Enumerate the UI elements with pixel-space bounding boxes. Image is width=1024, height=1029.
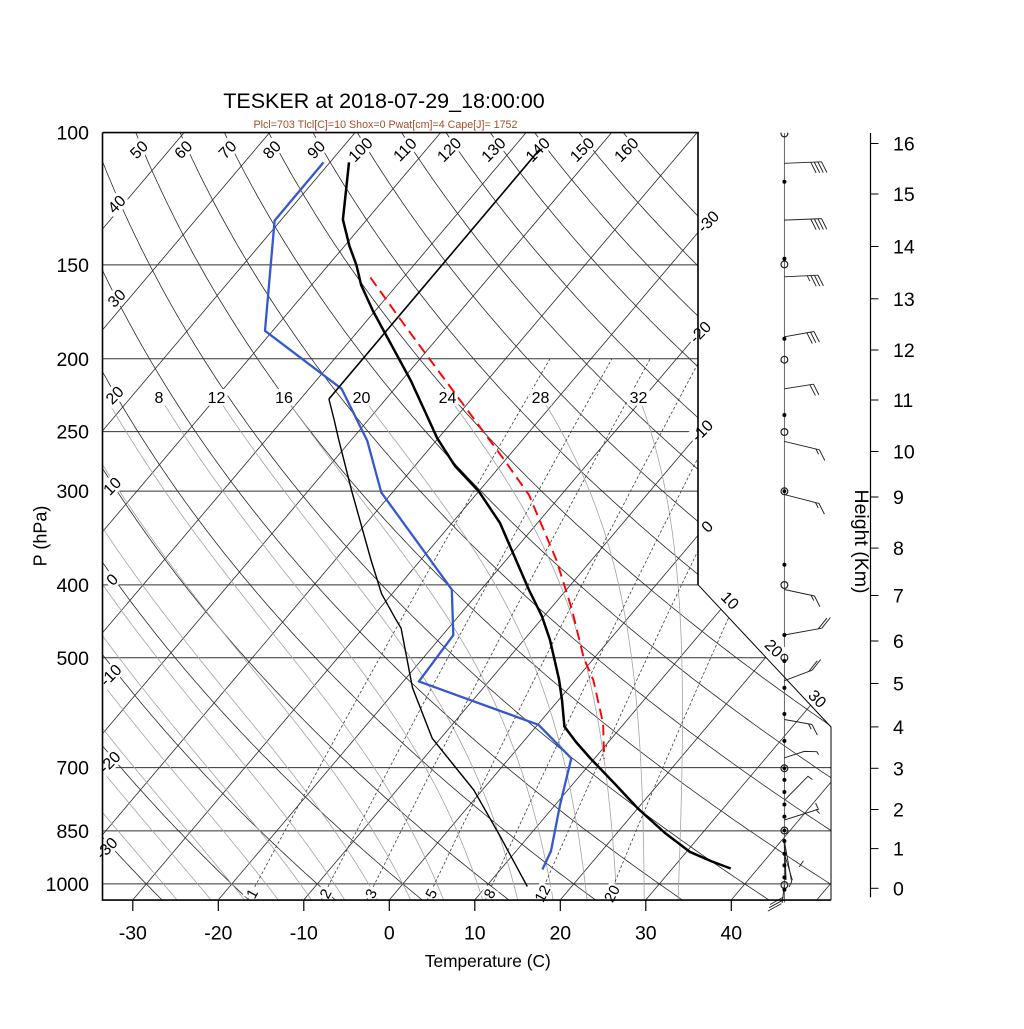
svg-text:32: 32 [630, 390, 648, 407]
svg-text:7: 7 [893, 586, 904, 608]
svg-text:-10: -10 [290, 923, 318, 945]
svg-text:500: 500 [56, 648, 89, 670]
svg-text:0: 0 [384, 923, 395, 945]
svg-text:4: 4 [893, 717, 904, 739]
svg-text:400: 400 [56, 575, 89, 597]
svg-text:150: 150 [56, 255, 89, 277]
svg-text:850: 850 [56, 821, 89, 843]
svg-text:8: 8 [155, 390, 164, 407]
svg-text:0: 0 [893, 878, 904, 900]
svg-text:16: 16 [275, 390, 293, 407]
svg-text:40: 40 [720, 923, 742, 945]
svg-text:11: 11 [893, 390, 913, 412]
svg-text:16: 16 [893, 134, 915, 156]
svg-text:10: 10 [893, 442, 915, 464]
svg-text:TESKER at 2018-07-29_18:00:00: TESKER at 2018-07-29_18:00:00 [223, 89, 545, 113]
svg-text:Plcl=703 Tlcl[C]=10 Shox=0 Pwa: Plcl=703 Tlcl[C]=10 Shox=0 Pwat[cm]=4 Ca… [254, 119, 518, 131]
svg-text:-30: -30 [119, 923, 147, 945]
svg-text:20: 20 [353, 390, 371, 407]
svg-text:13: 13 [893, 289, 915, 311]
svg-text:12: 12 [893, 340, 915, 362]
svg-text:P (hPa): P (hPa) [31, 506, 51, 567]
svg-text:28: 28 [532, 390, 550, 407]
svg-text:20: 20 [549, 923, 571, 945]
svg-text:250: 250 [56, 422, 89, 444]
svg-text:1: 1 [893, 839, 904, 861]
svg-text:10: 10 [464, 923, 486, 945]
svg-text:Height (Km): Height (Km) [850, 489, 872, 593]
svg-text:1000: 1000 [46, 874, 90, 896]
svg-text:15: 15 [893, 184, 915, 206]
svg-text:6: 6 [893, 631, 904, 653]
svg-text:24: 24 [439, 390, 457, 407]
svg-text:3: 3 [893, 758, 904, 780]
svg-text:14: 14 [893, 237, 915, 259]
svg-text:5: 5 [893, 674, 904, 696]
svg-text:8: 8 [893, 538, 904, 560]
svg-text:12: 12 [208, 390, 226, 407]
svg-text:-20: -20 [204, 923, 232, 945]
svg-text:100: 100 [56, 123, 89, 145]
svg-text:300: 300 [56, 481, 89, 503]
svg-text:2: 2 [893, 800, 904, 822]
svg-text:200: 200 [56, 349, 89, 371]
svg-text:30: 30 [635, 923, 657, 945]
svg-text:9: 9 [893, 487, 904, 509]
svg-text:700: 700 [56, 758, 89, 780]
svg-text:Temperature (C): Temperature (C) [425, 951, 551, 971]
